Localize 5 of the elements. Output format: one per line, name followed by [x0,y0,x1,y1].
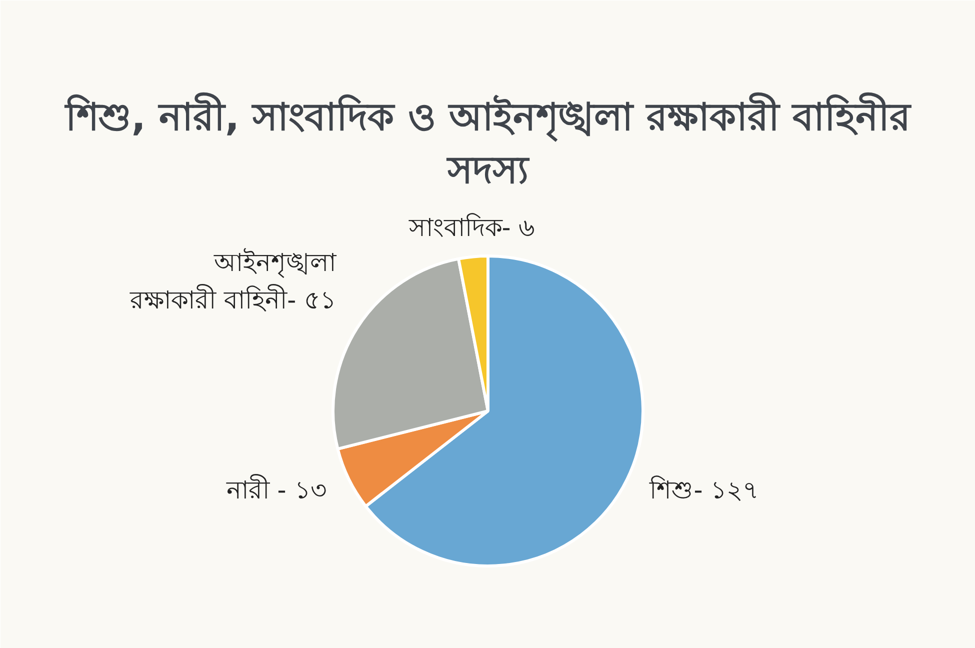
chart-title: শিশু, নারী, সাংবাদিক ও আইনশৃঙ্খলা রক্ষাকারী বাহিনীর সদস্য [63,92,912,192]
slice-label: সাংবাদিক- ৬ [408,212,535,242]
slice-label: নারী - ১৩ [225,474,326,505]
slice-label: আইনশৃঙ্খলা রক্ষাকারী বাহিনী- ৫১ [129,248,338,314]
slice-label: শিশু- ১২৭ [648,476,759,505]
